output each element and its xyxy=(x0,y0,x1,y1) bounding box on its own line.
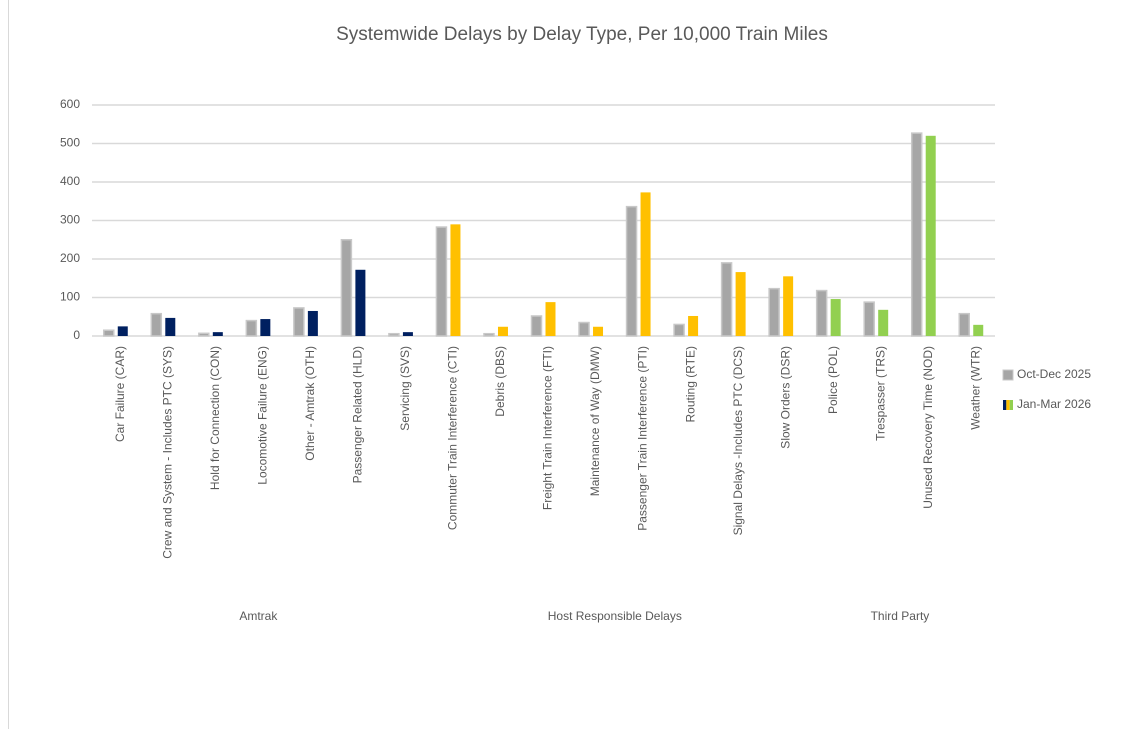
x-tick-label: Routing (RTE) xyxy=(683,346,697,422)
bar xyxy=(150,312,163,337)
x-tick-label: Other - Amtrak (OTH) xyxy=(303,346,317,461)
legend-label: Jan-Mar 2026 xyxy=(1017,397,1091,411)
group-label: Host Responsible Delays xyxy=(548,609,682,623)
legend-swatch xyxy=(1003,400,1007,410)
x-tick-label: Locomotive Failure (ENG) xyxy=(256,346,270,485)
x-tick-label: Maintenance of Way (DMW) xyxy=(588,346,602,496)
x-tick-label: Unused Recovery Time (NOD) xyxy=(921,346,935,509)
x-tick-label: Passenger Train Interference (PTI) xyxy=(636,346,650,531)
x-tick-label: Debris (DBS) xyxy=(493,346,507,417)
bar xyxy=(910,132,923,337)
x-tick-label: Servicing (SVS) xyxy=(398,346,412,431)
x-tick-label: Car Failure (CAR) xyxy=(113,346,127,442)
bar xyxy=(497,326,508,336)
legend-label: Oct-Dec 2025 xyxy=(1017,367,1091,381)
bar xyxy=(293,307,305,337)
bar xyxy=(830,299,841,336)
x-tick-label: Slow Orders (DSR) xyxy=(778,346,792,449)
bar xyxy=(973,324,984,336)
bar xyxy=(530,315,543,337)
bar xyxy=(483,332,495,337)
bar xyxy=(198,332,210,337)
bar xyxy=(245,319,258,337)
bar xyxy=(673,323,685,337)
y-tick-label: 500 xyxy=(60,136,80,150)
bar xyxy=(925,135,936,336)
legend-swatch xyxy=(1009,400,1013,410)
x-tick-label: Weather (WTR) xyxy=(968,346,982,430)
y-tick-label: 0 xyxy=(73,328,80,342)
bar xyxy=(720,262,733,337)
legend-swatch xyxy=(1002,369,1014,381)
bar xyxy=(783,276,794,336)
bar xyxy=(165,317,176,336)
legend-swatch xyxy=(1006,400,1010,410)
x-tick-label: Commuter Train Interference (CTI) xyxy=(446,346,460,530)
bar xyxy=(435,226,448,337)
bar xyxy=(815,289,828,337)
x-tick-label: Trespasser (TRS) xyxy=(873,346,887,441)
bar xyxy=(355,269,366,336)
bar xyxy=(735,272,746,336)
bar xyxy=(103,329,115,337)
bar xyxy=(640,192,651,336)
x-tick-label: Passenger Related (HLD) xyxy=(351,346,365,483)
bar xyxy=(307,310,318,336)
bar xyxy=(402,332,413,336)
y-tick-label: 400 xyxy=(60,174,80,188)
y-tick-label: 200 xyxy=(60,251,80,265)
bar xyxy=(117,326,128,336)
x-tick-label: Hold for Connection (CON) xyxy=(208,346,222,490)
x-tick-label: Freight Train Interference (FTI) xyxy=(541,346,555,510)
y-tick-label: 300 xyxy=(60,213,80,227)
bar xyxy=(260,319,271,336)
bar xyxy=(340,239,353,337)
y-tick-label: 100 xyxy=(60,290,80,304)
bar xyxy=(578,321,590,337)
bar xyxy=(388,332,400,337)
bar xyxy=(863,301,875,337)
bar xyxy=(593,326,604,336)
group-label: Amtrak xyxy=(239,609,278,623)
bar xyxy=(625,205,638,337)
x-tick-label: Signal Delays -Includes PTC (DCS) xyxy=(731,346,745,535)
bar xyxy=(958,312,970,337)
x-tick-label: Police (POL) xyxy=(826,346,840,414)
x-tick-label: Crew and System - Includes PTC (SYS) xyxy=(160,346,174,559)
bar xyxy=(768,287,780,337)
bar xyxy=(545,302,556,336)
chart-title: Systemwide Delays by Delay Type, Per 10,… xyxy=(336,24,828,45)
bar xyxy=(878,309,889,336)
group-label: Third Party xyxy=(871,609,930,623)
y-tick-label: 600 xyxy=(60,97,80,111)
bar xyxy=(212,332,223,336)
bar xyxy=(688,315,699,336)
bar xyxy=(450,224,461,336)
